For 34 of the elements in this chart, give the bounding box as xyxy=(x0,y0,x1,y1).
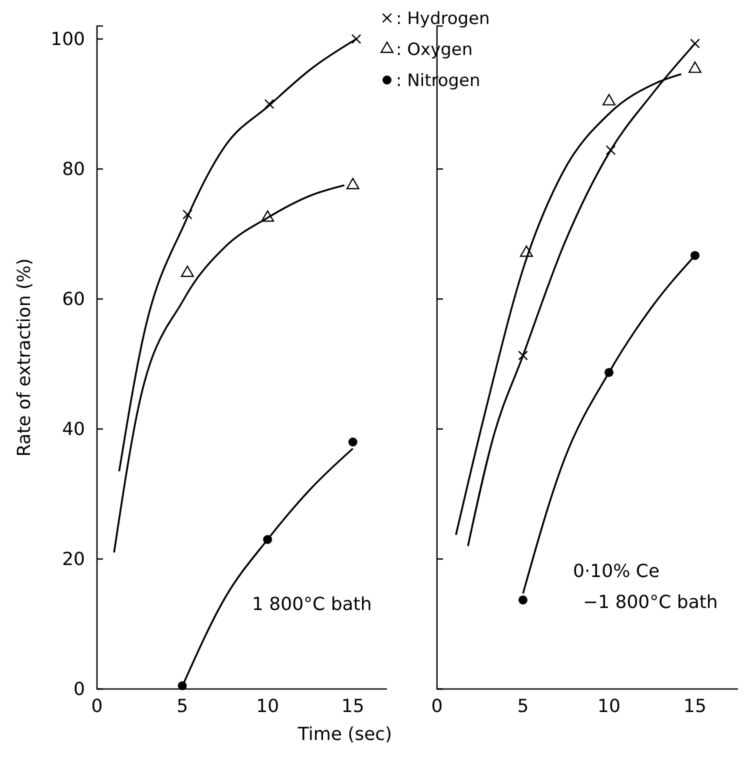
x-tick-label: 0 xyxy=(431,696,443,717)
point xyxy=(348,438,358,446)
y-tick-label: 100 xyxy=(50,28,85,50)
point xyxy=(351,34,362,44)
x-tick-label: 5 xyxy=(517,696,529,717)
y-tick-label: 0 xyxy=(74,678,85,700)
point xyxy=(606,145,616,156)
y-tick-label: 40 xyxy=(62,418,85,440)
annotation: 1 800°C bath xyxy=(252,594,372,615)
point xyxy=(690,38,700,48)
point xyxy=(182,210,192,220)
annotation: 0·10% Ce xyxy=(573,561,660,582)
point xyxy=(264,99,274,109)
x-tick-label: 0 xyxy=(91,696,103,717)
point xyxy=(518,350,528,360)
line-series xyxy=(113,184,346,554)
x-axis-title: Time (sec) xyxy=(296,724,392,745)
y-tick-label: 80 xyxy=(62,158,85,180)
point xyxy=(602,94,616,106)
point xyxy=(688,62,702,73)
y-axis-title: Rate of extraction (%) xyxy=(14,258,35,457)
point xyxy=(178,681,187,690)
legend-label: : Hydrogen xyxy=(396,9,490,29)
y-tick-label: 20 xyxy=(62,548,85,570)
x-tick-label: 10 xyxy=(256,696,280,717)
x-tick-label: 5 xyxy=(176,696,188,717)
annotation: −1 800°C bath xyxy=(583,592,718,613)
x-tick-label: 15 xyxy=(341,696,364,717)
line-series xyxy=(118,38,358,472)
x-tick-label: 15 xyxy=(684,696,706,717)
point xyxy=(520,245,533,257)
y-tick-label: 60 xyxy=(62,288,85,310)
point xyxy=(518,595,528,604)
x-tick-label: 10 xyxy=(598,696,620,717)
